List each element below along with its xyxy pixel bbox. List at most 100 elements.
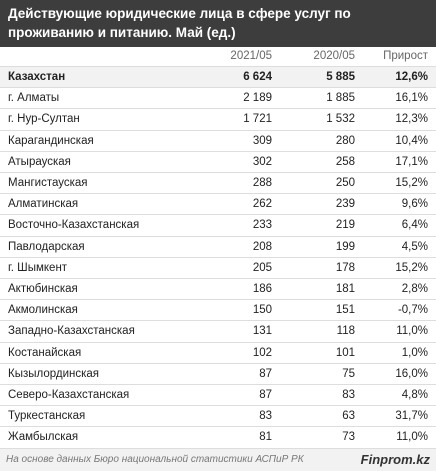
row-label: Актюбинская [8, 283, 78, 295]
row-label: Казахстан [8, 71, 66, 83]
cell-value: 4,8% [401, 389, 428, 401]
cell-value: 63 [342, 410, 355, 423]
cell-value: 16,0% [395, 367, 428, 380]
separator [0, 66, 436, 67]
cell-value: 83 [259, 410, 272, 423]
separator [0, 447, 436, 449]
cell-value: 258 [335, 155, 355, 168]
cell-value: 186 [252, 283, 272, 295]
cell-value: 11,0% [396, 431, 428, 444]
separator [0, 150, 436, 152]
separator [0, 87, 436, 89]
row-label: Жамбылская [8, 431, 79, 444]
row-label: Мангистауская [8, 177, 88, 189]
cell-value: 102 [252, 346, 272, 359]
cell-value: 208 [252, 240, 272, 253]
separator [0, 193, 436, 195]
separator [0, 235, 436, 237]
footer: На основе данных Бюро национальной стати… [0, 449, 436, 471]
cell-value: 12,6% [395, 71, 428, 83]
separator [0, 426, 436, 428]
separator [0, 384, 436, 385]
cell-value: 250 [335, 177, 355, 189]
cell-value: 150 [252, 304, 272, 317]
row-label: Карагандинская [8, 134, 94, 147]
cell-value: 15,2% [395, 261, 428, 274]
cell-value: 87 [259, 389, 272, 401]
cell-value: 1,0% [401, 346, 428, 359]
cell-value: 5 885 [326, 71, 355, 83]
cell-value: 302 [252, 155, 272, 168]
cell-value: 11,0% [396, 325, 428, 338]
cell-value: 1 885 [326, 92, 355, 105]
row-label: г. Алматы [8, 92, 60, 105]
cell-value: 178 [335, 261, 355, 274]
cell-value: 1 721 [243, 113, 272, 126]
title: Действующие юридические лица в сфере усл… [8, 6, 351, 40]
cell-value: 6 624 [243, 71, 272, 83]
header: Действующие юридические лица в сфере усл… [0, 0, 436, 47]
column-header: 2021/05 [230, 50, 272, 62]
separator [0, 214, 436, 216]
cell-value: 118 [336, 325, 355, 338]
row-highlight [0, 67, 436, 89]
cell-value: 75 [342, 367, 355, 380]
separator [0, 129, 436, 131]
cell-value: 262 [252, 198, 272, 211]
row-label: г. Нур-Султан [8, 113, 80, 126]
row-label: Западно-Казахстанская [8, 325, 135, 338]
cell-value: 181 [335, 283, 355, 295]
cell-value: 6,4% [401, 219, 428, 232]
cell-value: 4,5% [401, 240, 428, 253]
column-header: Прирост [383, 50, 428, 62]
cell-value: 239 [335, 198, 355, 211]
row-label: Алматинская [8, 198, 79, 211]
brand: Finprom.kz [360, 452, 430, 467]
row-label: Туркестанская [8, 410, 86, 423]
separator [0, 299, 436, 301]
separator [0, 278, 436, 279]
cell-value: 101 [335, 346, 355, 359]
row-label: Кызылординская [8, 367, 100, 380]
source: На основе данных Бюро национальной стати… [6, 454, 304, 465]
row-label: Акмолинская [8, 304, 78, 317]
cell-value: 15,2% [395, 177, 428, 189]
cell-value: 280 [335, 134, 355, 147]
cell-value: 81 [259, 431, 272, 444]
separator [0, 341, 436, 343]
cell-value: 73 [342, 431, 355, 444]
cell-value: 83 [342, 389, 355, 401]
cell-value: 2 189 [243, 92, 272, 105]
separator [0, 320, 436, 322]
cell-value: 16,1% [395, 92, 428, 105]
cell-value: 131 [252, 325, 272, 338]
separator [0, 108, 436, 110]
row-label: г. Шымкент [8, 261, 68, 274]
cell-value: 205 [252, 261, 272, 274]
column-header: 2020/05 [313, 50, 355, 62]
cell-value: 233 [252, 219, 272, 232]
row-label: Атырауская [8, 155, 71, 168]
cell-value: 151 [335, 304, 355, 317]
row-label: Костанайская [8, 346, 82, 359]
cell-value: 2,8% [401, 283, 428, 295]
cell-value: 87 [259, 367, 272, 380]
row-label: Павлодарская [8, 240, 85, 253]
separator [0, 405, 436, 407]
cell-value: 9,6% [401, 198, 428, 211]
cell-value: 219 [335, 219, 355, 232]
cell-value: 10,4% [395, 134, 428, 147]
row-label: Северо-Казахстанская [8, 389, 130, 401]
separator [0, 172, 436, 173]
cell-value: 31,7% [395, 410, 428, 423]
cell-value: 309 [252, 134, 272, 147]
row-label: Восточно-Казахстанская [8, 219, 140, 232]
cell-value: 17,1% [395, 155, 428, 168]
cell-value: 199 [335, 240, 355, 253]
separator [0, 256, 436, 258]
cell-value: 12,3% [395, 113, 428, 126]
cell-value: 288 [252, 177, 272, 189]
cell-value: -0,7% [397, 304, 428, 317]
cell-value: 1 532 [326, 113, 355, 126]
